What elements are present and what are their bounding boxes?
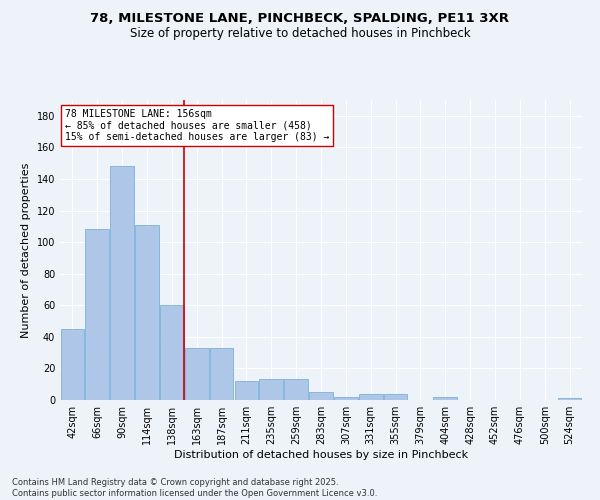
Bar [384,394,407,400]
Bar [160,306,184,400]
Text: 78, MILESTONE LANE, PINCHBECK, SPALDING, PE11 3XR: 78, MILESTONE LANE, PINCHBECK, SPALDING,… [91,12,509,26]
Bar [259,380,283,400]
Bar [433,397,457,400]
Bar [135,224,159,400]
Bar [334,397,358,400]
Text: Size of property relative to detached houses in Pinchbeck: Size of property relative to detached ho… [130,28,470,40]
Bar [61,329,84,400]
Bar [558,398,581,400]
Bar [210,348,233,400]
Bar [309,392,333,400]
Bar [359,394,383,400]
Text: Contains HM Land Registry data © Crown copyright and database right 2025.
Contai: Contains HM Land Registry data © Crown c… [12,478,377,498]
Bar [110,166,134,400]
Bar [284,380,308,400]
Y-axis label: Number of detached properties: Number of detached properties [21,162,31,338]
X-axis label: Distribution of detached houses by size in Pinchbeck: Distribution of detached houses by size … [174,450,468,460]
Bar [235,381,258,400]
Text: 78 MILESTONE LANE: 156sqm
← 85% of detached houses are smaller (458)
15% of semi: 78 MILESTONE LANE: 156sqm ← 85% of detac… [65,109,329,142]
Bar [85,230,109,400]
Bar [185,348,209,400]
